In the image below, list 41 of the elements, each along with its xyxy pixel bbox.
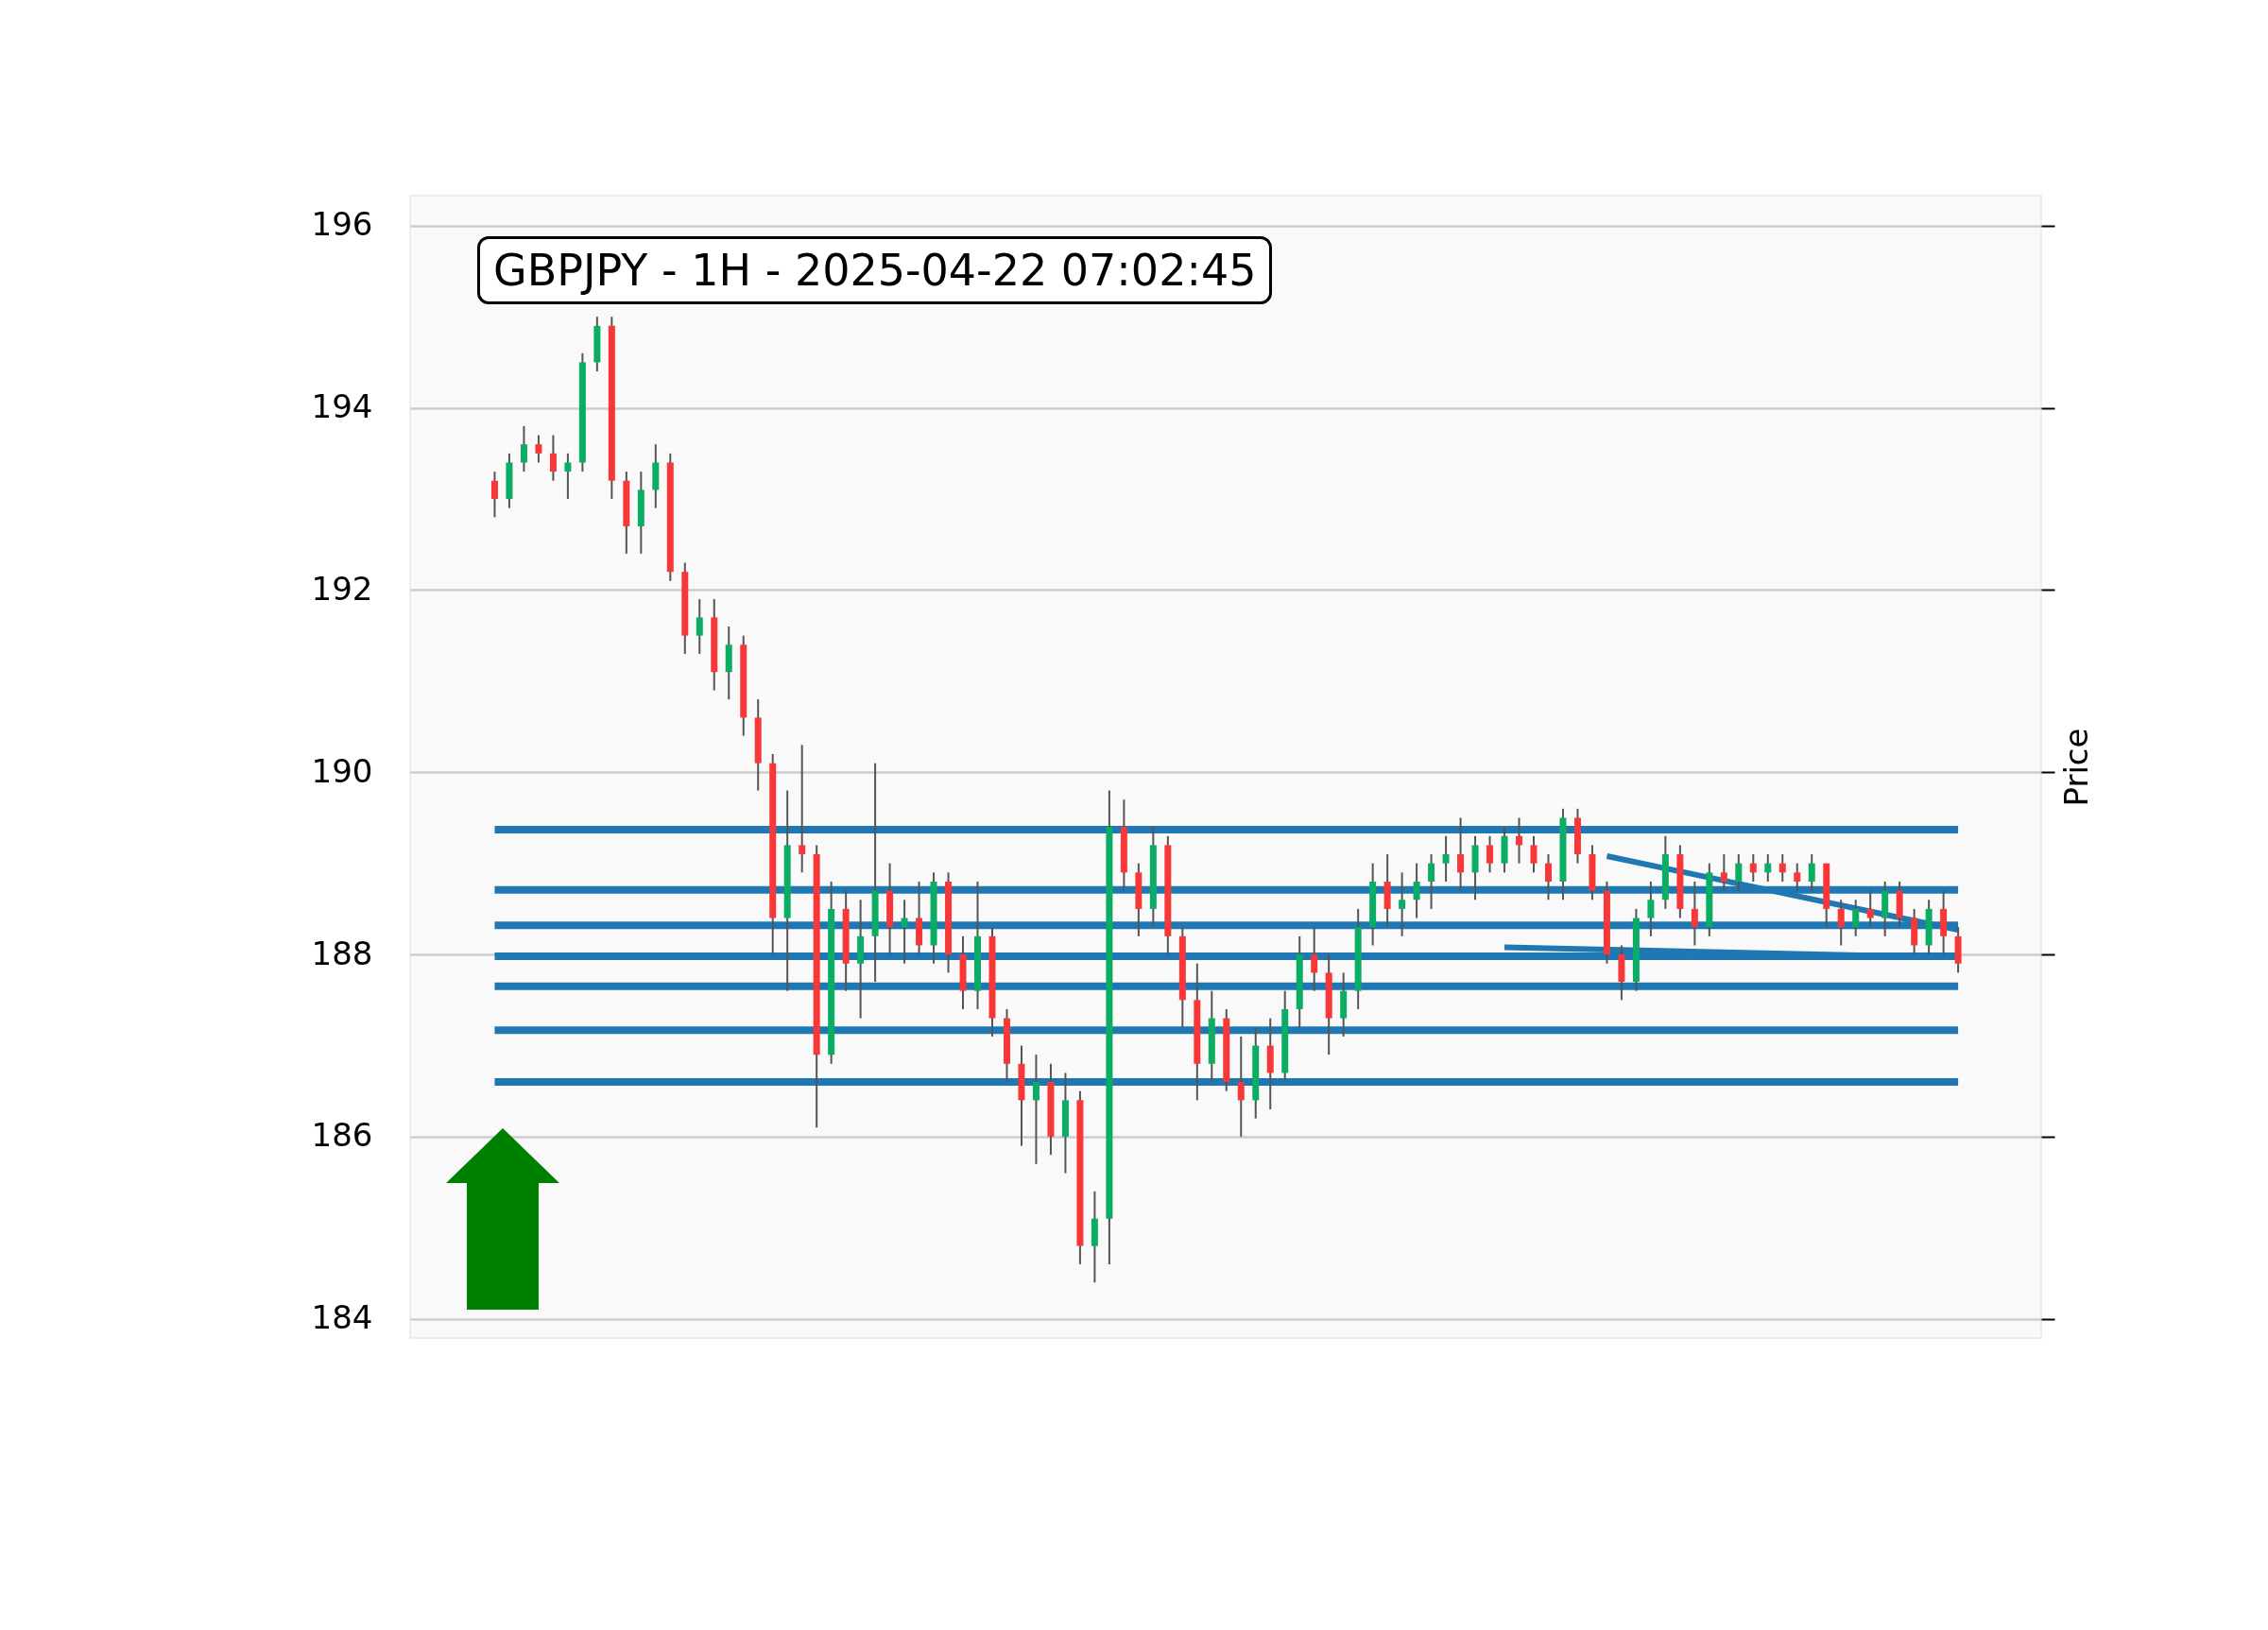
y-tick-label: 194 (311, 387, 373, 426)
candlestick (1720, 853, 1727, 892)
candlestick (490, 471, 498, 519)
candlestick (1735, 853, 1743, 892)
candlestick (1647, 880, 1655, 937)
candlestick (1399, 871, 1406, 937)
y-tick-label: 190 (311, 751, 373, 790)
y-tick-label: 184 (311, 1298, 373, 1337)
candlestick (1457, 816, 1465, 892)
candlestick (1311, 926, 1318, 992)
y-tick-label: 192 (311, 569, 373, 608)
candlestick (1428, 853, 1435, 910)
candlestick (520, 424, 527, 473)
y-tick-label: 186 (311, 1116, 373, 1155)
candlestick (1808, 853, 1815, 892)
candlestick (1237, 1035, 1245, 1138)
candlestick (1749, 853, 1757, 883)
candlestick (696, 598, 703, 655)
candlestick (1413, 862, 1420, 919)
candlestick (549, 434, 557, 482)
candlestick (1442, 834, 1450, 883)
candlestick (1530, 834, 1538, 874)
candlestick (1852, 899, 1860, 937)
text: GBPJPY - 1H - 2025-04-22 07:02:45 (477, 236, 1273, 304)
candlestick (1032, 1054, 1040, 1165)
y-tick-label: 188 (311, 934, 373, 972)
y-axis-title: Price (2056, 728, 2095, 807)
candlestick (1691, 880, 1698, 947)
candlestick (1837, 899, 1845, 947)
candlestick (1486, 834, 1494, 874)
candlestick (1544, 853, 1552, 901)
candlestick (1778, 853, 1786, 883)
y-tick-label: 196 (311, 205, 373, 244)
candlestick (564, 452, 572, 501)
candlestick (1516, 816, 1523, 865)
candlestick (901, 899, 908, 965)
candlestick (1764, 853, 1772, 883)
candlestick (799, 744, 806, 874)
candlestick (1794, 862, 1801, 892)
candlestick (535, 434, 542, 464)
candlestick (1866, 889, 1874, 929)
